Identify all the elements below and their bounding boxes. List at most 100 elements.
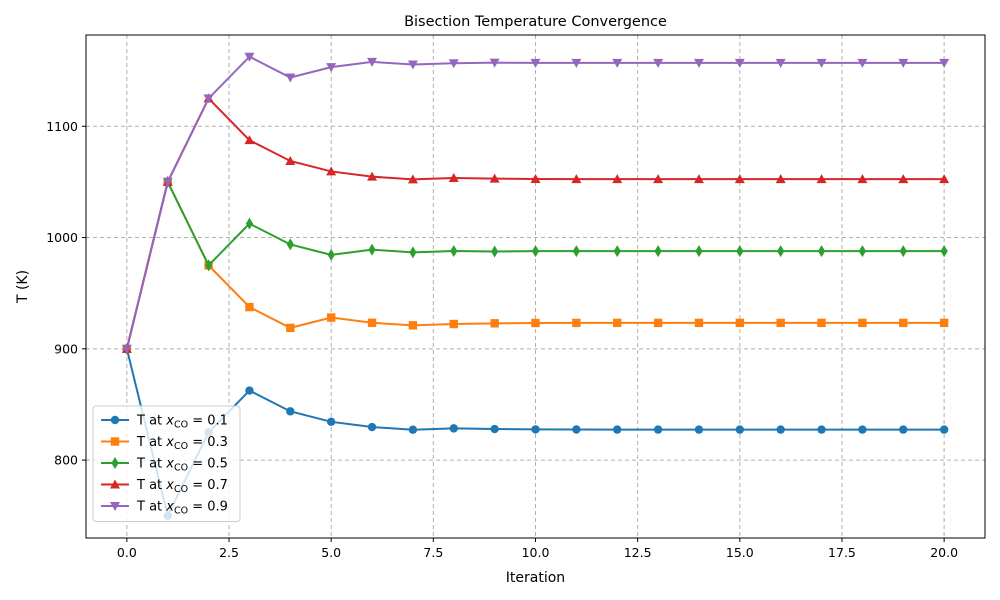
x-tick-label: 10.0 bbox=[522, 545, 550, 560]
data-point bbox=[572, 245, 580, 258]
legend: T at xCO = 0.1 T at xCO = 0.3 T at xCO = 0… bbox=[92, 405, 241, 522]
data-point bbox=[898, 58, 909, 68]
legend-item: T at xCO = 0.5 bbox=[101, 457, 228, 474]
data-point bbox=[899, 245, 907, 258]
data-point bbox=[571, 58, 582, 68]
data-point bbox=[777, 245, 785, 258]
data-point bbox=[407, 174, 418, 184]
data-point bbox=[816, 174, 827, 184]
data-point bbox=[735, 425, 745, 434]
data-point bbox=[858, 425, 867, 434]
data-point bbox=[572, 425, 581, 434]
x-tick-label: 12.5 bbox=[624, 545, 652, 560]
data-point bbox=[858, 245, 867, 258]
data-point bbox=[653, 58, 664, 68]
data-point bbox=[367, 318, 377, 327]
data-point bbox=[285, 73, 296, 83]
data-point bbox=[735, 318, 745, 328]
data-point bbox=[695, 245, 703, 258]
data-point bbox=[408, 321, 418, 330]
chart-title: Bisection Temperature Convergence bbox=[404, 14, 667, 30]
data-point bbox=[327, 248, 335, 261]
x-tick-label: 5.0 bbox=[321, 545, 341, 560]
data-point bbox=[654, 245, 662, 258]
data-point bbox=[653, 174, 664, 184]
data-point bbox=[490, 424, 499, 434]
data-point bbox=[939, 174, 950, 184]
data-point bbox=[817, 318, 826, 328]
data-point bbox=[899, 425, 908, 434]
data-point bbox=[899, 318, 908, 328]
data-point bbox=[121, 344, 132, 354]
legend-label: T at xCO = 0.7 bbox=[136, 478, 228, 495]
legend-box bbox=[92, 405, 241, 522]
legend-label: T at xCO = 0.9 bbox=[136, 500, 228, 517]
data-point bbox=[407, 60, 418, 70]
legend-label: T at xCO = 0.1 bbox=[136, 414, 228, 431]
data-point bbox=[653, 425, 663, 434]
data-point bbox=[531, 425, 540, 434]
legend-item: T at xCO = 0.7 bbox=[101, 478, 228, 495]
data-point bbox=[817, 425, 826, 434]
data-point bbox=[162, 177, 173, 187]
data-point bbox=[285, 155, 296, 165]
data-point bbox=[734, 58, 745, 68]
data-point bbox=[857, 58, 868, 68]
data-point bbox=[613, 425, 622, 434]
legend-label: T at xCO = 0.5 bbox=[136, 457, 228, 474]
data-point bbox=[489, 58, 500, 68]
data-point bbox=[245, 302, 254, 312]
data-point bbox=[653, 318, 663, 328]
data-point bbox=[775, 58, 786, 68]
data-point bbox=[448, 172, 459, 182]
data-point bbox=[776, 318, 785, 328]
data-point bbox=[693, 58, 704, 68]
data-point bbox=[367, 171, 378, 181]
data-point bbox=[244, 135, 255, 145]
data-point bbox=[491, 245, 499, 258]
data-point bbox=[939, 318, 949, 328]
data-point bbox=[530, 174, 541, 184]
data-point bbox=[613, 245, 621, 258]
data-point bbox=[816, 58, 827, 68]
data-point bbox=[449, 424, 458, 433]
x-tick-label: 7.5 bbox=[423, 545, 443, 560]
data-point bbox=[326, 417, 336, 427]
x-tick-label: 2.5 bbox=[219, 545, 239, 560]
data-point bbox=[694, 318, 704, 328]
series-2 bbox=[123, 175, 948, 355]
legend-marker bbox=[110, 415, 120, 425]
data-point bbox=[449, 319, 458, 329]
series-3 bbox=[121, 93, 950, 353]
data-point bbox=[531, 245, 540, 258]
data-point bbox=[367, 57, 378, 67]
data-point bbox=[531, 318, 540, 328]
y-tick-label: 1000 bbox=[46, 230, 78, 245]
data-point bbox=[898, 174, 909, 184]
axis-ticks: 0.0 2.5 5.0 7.5 10.0 12.5 15.0 17.5 20.0 800 900 10… bbox=[46, 119, 958, 560]
data-point bbox=[409, 246, 417, 259]
data-point bbox=[286, 238, 294, 251]
legend-label: T at xCO = 0.3 bbox=[136, 435, 228, 452]
legend-marker bbox=[110, 479, 120, 489]
data-point bbox=[326, 313, 336, 322]
data-point bbox=[571, 174, 582, 184]
data-point bbox=[939, 425, 949, 434]
y-tick-label: 900 bbox=[54, 341, 78, 356]
data-point bbox=[203, 94, 214, 104]
data-point bbox=[857, 174, 868, 184]
data-point bbox=[939, 58, 950, 68]
x-axis-label: Iteration bbox=[506, 570, 565, 586]
data-point bbox=[817, 245, 826, 258]
data-point bbox=[244, 52, 255, 62]
data-point bbox=[776, 425, 785, 434]
y-tick-label: 1100 bbox=[46, 119, 78, 134]
y-axis-label: T (K) bbox=[15, 270, 31, 304]
data-point bbox=[448, 59, 459, 69]
x-tick-label: 15.0 bbox=[726, 545, 754, 560]
data-point bbox=[489, 173, 500, 183]
data-point bbox=[572, 318, 581, 328]
legend-item: T at xCO = 0.9 bbox=[101, 500, 228, 517]
